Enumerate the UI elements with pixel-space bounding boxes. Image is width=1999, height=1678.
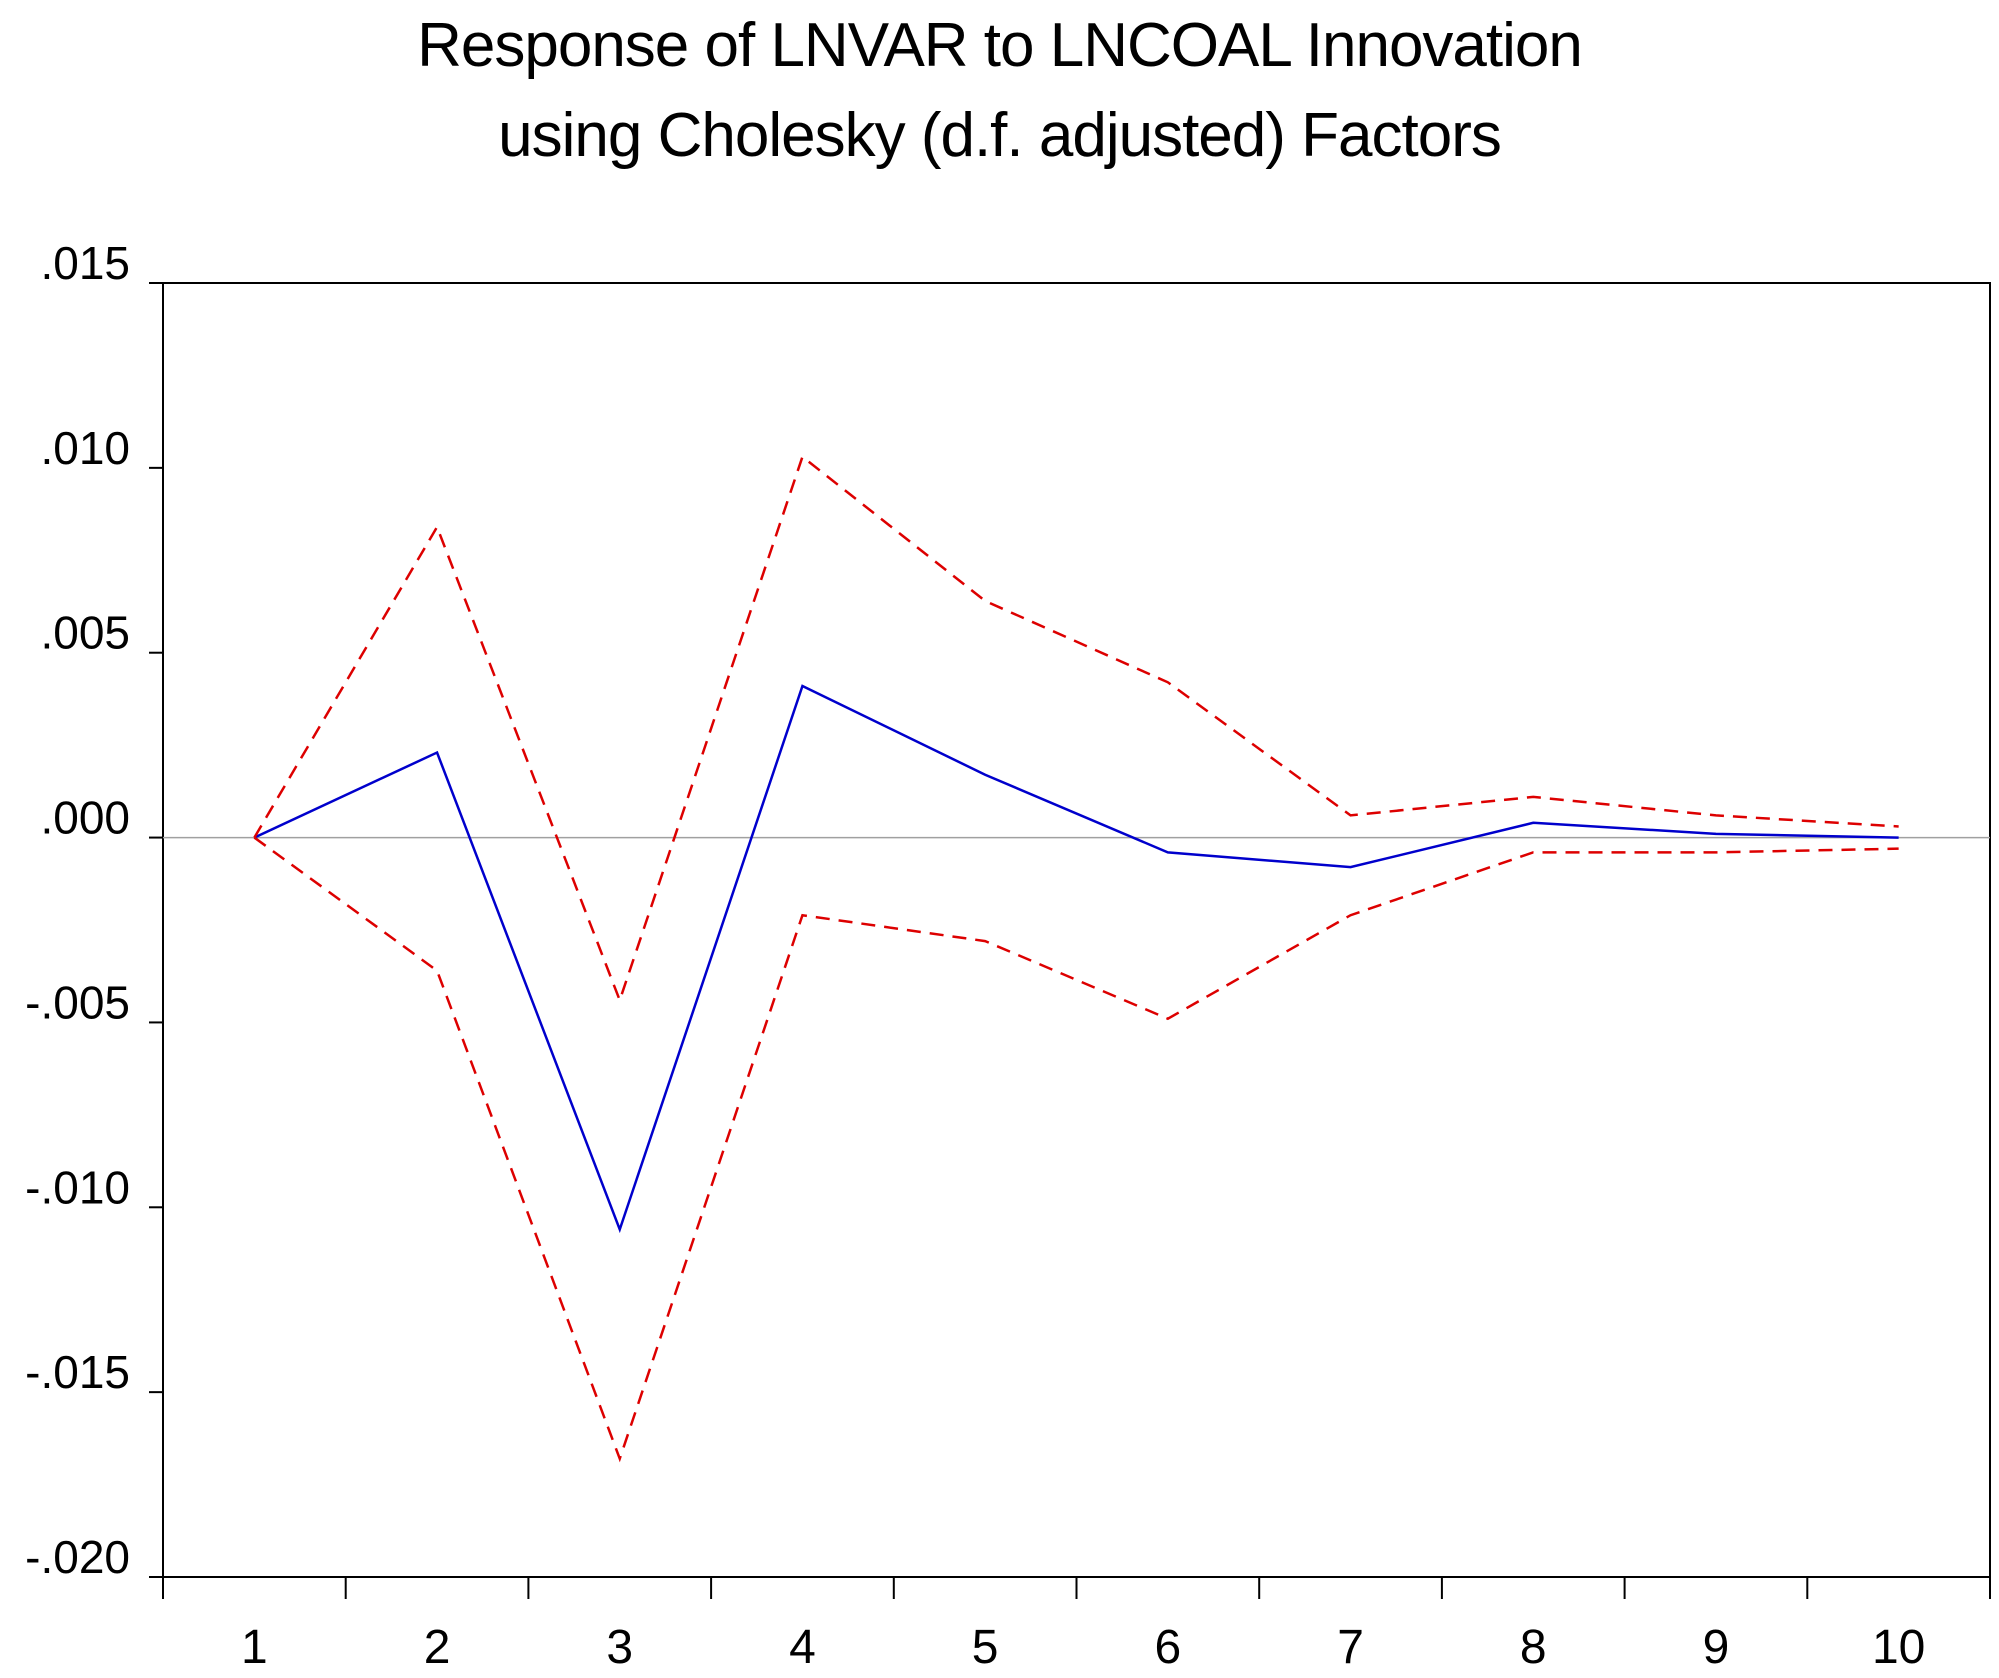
x-tick-label: 6: [1154, 1621, 1181, 1674]
x-tick-label: 7: [1337, 1621, 1364, 1674]
x-tick-label: 1: [241, 1621, 268, 1674]
series-line-1: [253, 454, 1899, 1004]
x-tick-label: 4: [789, 1621, 816, 1674]
y-tick-label: .010: [40, 422, 130, 474]
y-tick-label: .015: [40, 237, 130, 289]
chart-title: Response of LNVAR to LNCOAL Innovation: [417, 11, 1583, 80]
y-tick-label: .005: [40, 607, 130, 659]
y-tick-label: -.010: [25, 1161, 130, 1213]
x-tick-label: 8: [1520, 1621, 1547, 1674]
x-tick-label: 9: [1703, 1621, 1730, 1674]
chart-subtitle: using Cholesky (d.f. adjusted) Factors: [498, 101, 1502, 170]
y-tick-label: .000: [40, 792, 130, 844]
x-tick-label: 3: [606, 1621, 633, 1674]
series-line-0: [253, 684, 1899, 1234]
plot-frame: [162, 282, 1991, 1578]
y-tick-label: -.015: [25, 1346, 130, 1398]
x-tick-label: 2: [424, 1621, 451, 1674]
x-tick-label: 10: [1872, 1621, 1925, 1674]
x-tick-label: 5: [972, 1621, 999, 1674]
series-line-2: [253, 836, 1899, 1463]
y-tick-label: -.005: [25, 976, 130, 1028]
y-tick-label: -.020: [25, 1531, 130, 1583]
